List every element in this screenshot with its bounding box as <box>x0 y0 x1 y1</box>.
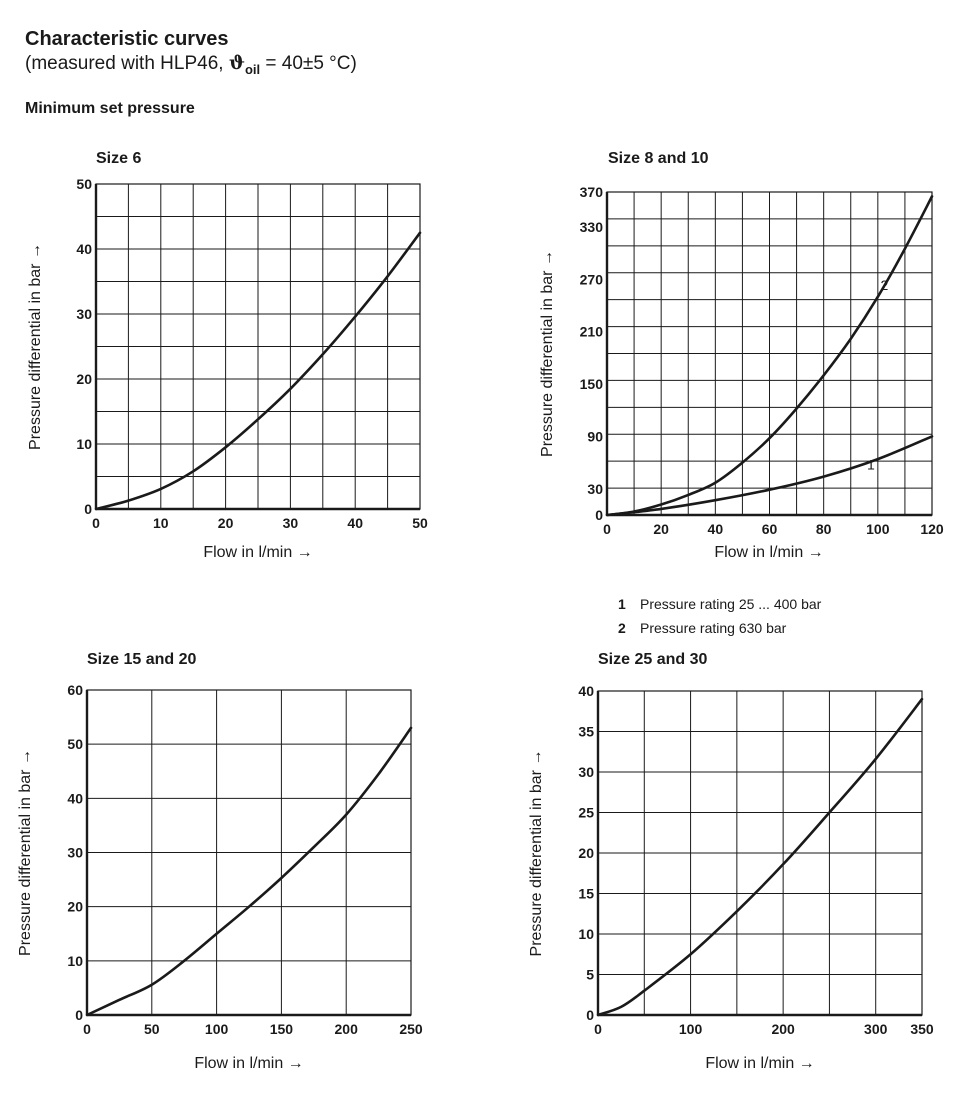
x-tick-label: 100 <box>679 1021 703 1037</box>
y-axis-label: Pressure differential in bar → <box>17 749 34 956</box>
x-tick-label: 40 <box>347 515 363 531</box>
legend-number: 1 <box>618 596 626 612</box>
y-tick-label: 30 <box>76 306 92 322</box>
x-tick-label: 300 <box>864 1021 888 1037</box>
y-tick-label: 40 <box>578 683 594 699</box>
y-tick-label: 50 <box>67 736 83 752</box>
theta-symbol: ϑ <box>228 52 245 74</box>
x-tick-label: 60 <box>762 521 778 537</box>
y-tick-label: 30 <box>67 845 83 861</box>
x-tick-label: 20 <box>218 515 234 531</box>
x-tick-label: 100 <box>866 521 890 537</box>
series-label: 1 <box>867 457 875 473</box>
x-tick-label: 200 <box>771 1021 795 1037</box>
legend-row-2: 2 Pressure rating 630 bar <box>618 616 821 640</box>
series-line <box>605 435 934 517</box>
legend-number: 2 <box>618 620 626 636</box>
legend-row-1: 1 Pressure rating 25 ... 400 bar <box>618 592 821 616</box>
x-axis-label: Flow in l/min → <box>194 1055 303 1072</box>
chart-title: Size 15 and 20 <box>87 651 196 668</box>
y-tick-label: 30 <box>587 481 603 497</box>
y-tick-label: 270 <box>580 271 604 287</box>
y-tick-label: 20 <box>578 845 594 861</box>
y-tick-label: 20 <box>76 371 92 387</box>
subtitle-prefix: (measured with HLP46, <box>25 53 229 74</box>
x-tick-label: 0 <box>594 1021 602 1037</box>
x-tick-label: 0 <box>83 1021 91 1037</box>
page-title: Characteristic curves <box>25 28 229 50</box>
y-tick-label: 20 <box>67 899 83 915</box>
legend: 1 Pressure rating 25 ... 400 bar 2 Pressur… <box>618 592 821 640</box>
y-tick-label: 0 <box>75 1007 83 1023</box>
y-tick-label: 330 <box>580 219 604 235</box>
y-axis-label: Pressure differential in bar → <box>539 250 556 457</box>
x-tick-label: 50 <box>144 1021 160 1037</box>
x-tick-label: 200 <box>335 1021 359 1037</box>
chart-title: Size 25 and 30 <box>598 651 707 668</box>
y-tick-label: 35 <box>578 724 594 740</box>
x-tick-label: 250 <box>399 1021 423 1037</box>
section-heading: Minimum set pressure <box>25 100 195 117</box>
subtitle-suffix: = 40±5 °C) <box>260 53 357 74</box>
x-tick-label: 10 <box>153 515 169 531</box>
legend-text: Pressure rating 25 ... 400 bar <box>640 596 822 612</box>
chart-title: Size 6 <box>96 150 141 167</box>
subtitle-subscript: oil <box>244 61 261 77</box>
x-tick-label: 20 <box>653 521 669 537</box>
x-axis-label: Flow in l/min → <box>714 544 823 561</box>
page-subtitle: (measured with HLP46, ϑoil = 40±5 °C) <box>25 52 357 81</box>
y-tick-label: 90 <box>587 428 603 444</box>
chart-title: Size 8 and 10 <box>608 150 709 167</box>
y-tick-label: 10 <box>578 926 594 942</box>
y-axis-label: Pressure differential in bar → <box>27 243 44 450</box>
series-line <box>85 726 413 1017</box>
y-tick-label: 40 <box>67 790 83 806</box>
y-tick-label: 0 <box>595 507 603 523</box>
legend-text: Pressure rating 630 bar <box>640 620 787 636</box>
x-tick-label: 100 <box>205 1021 229 1037</box>
series-line <box>94 231 422 511</box>
x-tick-label: 350 <box>910 1021 934 1037</box>
y-tick-label: 30 <box>578 764 594 780</box>
y-tick-label: 60 <box>67 682 83 698</box>
y-tick-label: 25 <box>578 805 594 821</box>
y-tick-label: 10 <box>76 436 92 452</box>
y-tick-label: 0 <box>84 501 92 517</box>
series-line <box>596 697 924 1017</box>
y-tick-label: 0 <box>586 1007 594 1023</box>
y-tick-label: 40 <box>76 241 92 257</box>
x-tick-label: 30 <box>283 515 299 531</box>
x-tick-label: 120 <box>920 521 944 537</box>
y-tick-label: 10 <box>67 953 83 969</box>
y-axis-label: Pressure differential in bar → <box>528 750 545 957</box>
x-axis-label: Flow in l/min → <box>705 1055 814 1072</box>
y-tick-label: 5 <box>586 967 594 983</box>
series-label: 2 <box>881 277 889 293</box>
series-line <box>605 195 934 517</box>
x-tick-label: 50 <box>412 515 428 531</box>
y-tick-label: 50 <box>76 176 92 192</box>
y-tick-label: 370 <box>580 184 604 200</box>
y-tick-label: 15 <box>578 886 594 902</box>
x-tick-label: 40 <box>708 521 724 537</box>
y-tick-label: 150 <box>580 376 604 392</box>
x-tick-label: 0 <box>603 521 611 537</box>
y-tick-label: 210 <box>580 324 604 340</box>
x-tick-label: 150 <box>270 1021 294 1037</box>
x-axis-label: Flow in l/min → <box>203 544 312 561</box>
x-tick-label: 80 <box>816 521 832 537</box>
x-tick-label: 0 <box>92 515 100 531</box>
